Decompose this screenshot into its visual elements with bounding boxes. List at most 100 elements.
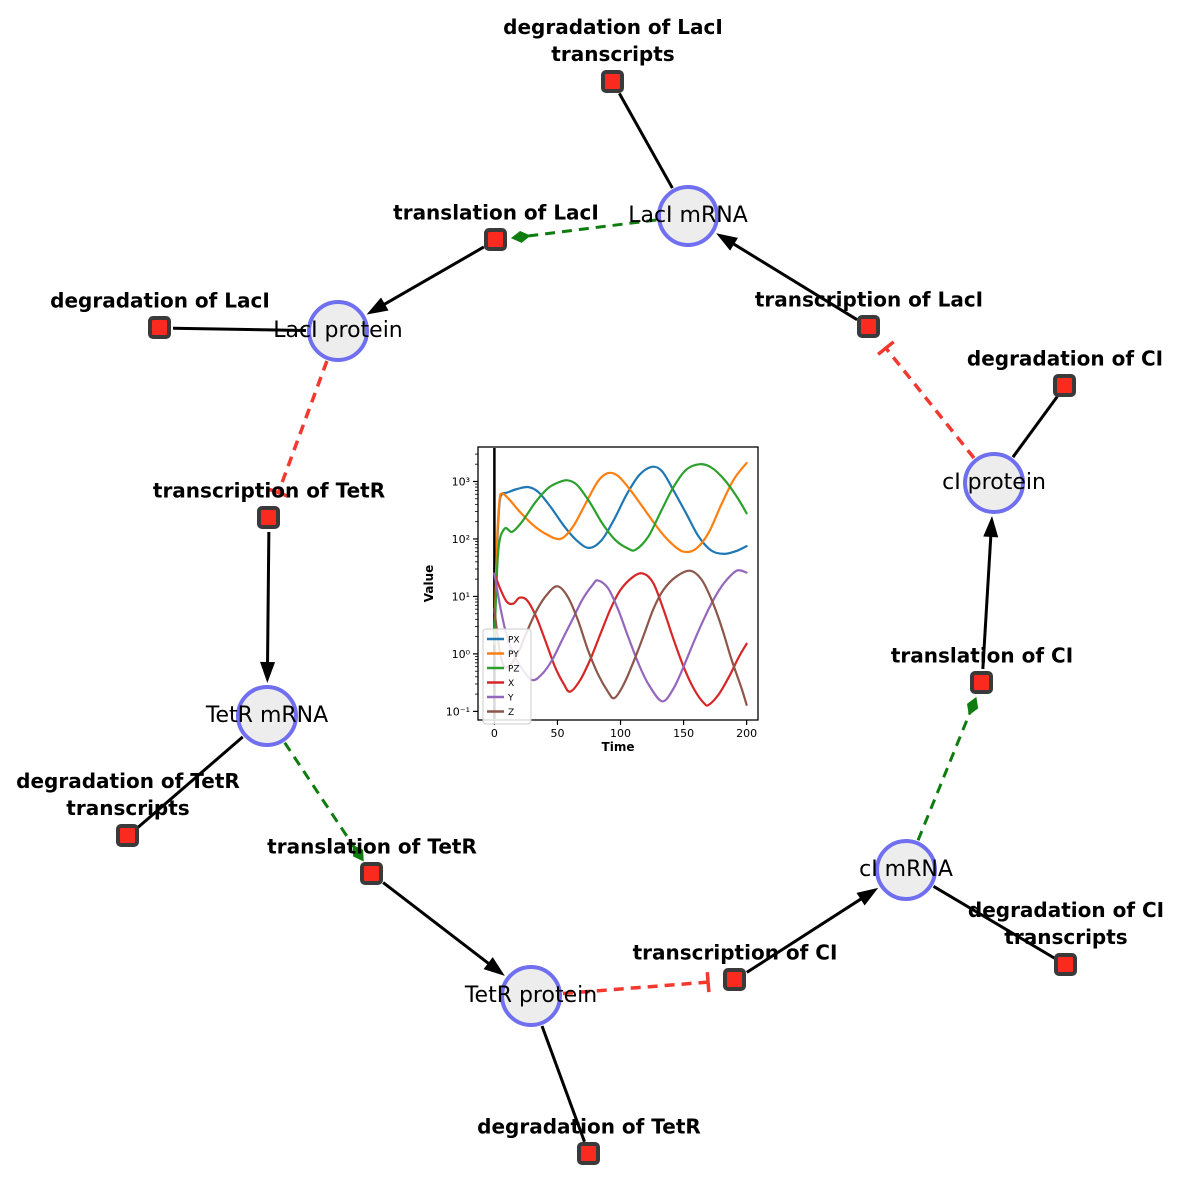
edge-tetr-protein-to-transcription-of-ci-tbar-icon [705, 972, 711, 993]
species-node-laci-protein [307, 300, 369, 362]
reaction-node-degradation-of-tetr [577, 1142, 600, 1165]
x-tick-label: 150 [673, 727, 694, 740]
reaction-label-line: degradation of LacI [50, 288, 270, 313]
reaction-label-line: translation of LacI [393, 200, 599, 225]
reaction-label-transcription-of-tetr: transcription of TetR [153, 478, 385, 505]
edge-laci-mrna-to-translation-of-laci [528, 218, 657, 238]
edge-transcription-of-tetr-to-tetr-mrna-arrowhead-icon [260, 661, 276, 684]
reaction-label-degradation-of-laci: degradation of LacI [50, 288, 270, 315]
reaction-label-line: transcripts [66, 796, 190, 820]
edge-ci-protein-to-degradation-of-ci [1011, 395, 1059, 459]
edge-laci-mrna-to-degradation-of-laci-transcripts [618, 92, 674, 189]
chart-series-X [493, 572, 748, 707]
edge-transcription-of-tetr-to-tetr-mrna [265, 531, 271, 670]
reaction-label-degradation-of-tetr-transcripts: degradation of TetR transcripts [16, 768, 240, 822]
legend-label-X: X [508, 679, 514, 689]
species-label-laci-protein: LacI protein [273, 318, 403, 343]
y-tick-label: 10⁻¹ [446, 705, 470, 718]
reaction-label-line: degradation of CI [966, 346, 1164, 371]
edge-ci-protein-to-transcription-of-laci [884, 346, 976, 460]
edge-transcription-of-laci-to-laci-mrna [727, 239, 858, 321]
edge-laci-protein-to-transcription-of-tetr-tbar-icon [268, 487, 289, 498]
reaction-label-line: transcription of LacI [754, 287, 984, 312]
reaction-label-line: transcripts [1004, 925, 1128, 949]
reaction-label-degradation-of-ci-transcripts: degradation of CI transcripts [968, 897, 1164, 951]
reaction-node-degradation-of-laci-transcripts [601, 70, 624, 93]
edge-ci-mrna-to-degradation-of-ci-transcripts [932, 885, 1056, 960]
edge-translation-of-tetr-to-tetr-protein [382, 881, 495, 969]
species-label-tetr-protein: TetR protein [464, 983, 598, 1008]
y-tick-label: 10² [452, 533, 470, 546]
reaction-node-transcription-of-ci [723, 968, 746, 991]
reaction-label-line: translation of CI [890, 643, 1074, 668]
chart-series-PZ [493, 463, 748, 645]
edge-transcription-of-laci-to-laci-mrna-arrowhead-icon [716, 233, 738, 251]
reaction-label-degradation-of-ci: degradation of CI [967, 346, 1163, 373]
reaction-label-line: degradation of TetR [16, 769, 240, 793]
y-tick-label: 10¹ [452, 590, 470, 603]
chart-legend-box [482, 628, 532, 725]
reaction-node-degradation-of-ci [1053, 374, 1076, 397]
chart-series-PY [493, 461, 748, 645]
edge-tetr-mrna-to-degradation-of-tetr-transcripts [136, 735, 244, 829]
edge-translation-of-ci-to-ci-protein [981, 529, 993, 670]
reaction-node-translation-of-ci [970, 671, 993, 694]
legend-label-PZ: PZ [508, 665, 520, 675]
reaction-label-line: transcription of TetR [152, 478, 386, 503]
edge-translation-of-laci-to-laci-protein [377, 245, 485, 309]
legend-label-PX: PX [508, 636, 520, 646]
species-label-laci-mrna: LacI mRNA [628, 203, 748, 228]
edge-translation-of-ci-to-ci-protein-arrowhead-icon [983, 515, 999, 538]
reaction-label-translation-of-laci: translation of LacI [393, 200, 599, 227]
reaction-label-line: transcripts [551, 42, 675, 66]
reaction-label-line: degradation of TetR [477, 1114, 701, 1139]
reaction-label-translation-of-tetr: translation of TetR [267, 834, 477, 861]
legend-label-PY: PY [508, 650, 519, 660]
reaction-label-transcription-of-laci: transcription of LacI [755, 287, 983, 314]
reaction-node-degradation-of-ci-transcripts [1054, 953, 1077, 976]
legend-label-Z: Z [508, 708, 514, 718]
reaction-node-degradation-of-tetr-transcripts [116, 824, 139, 847]
species-label-ci-protein: cI protein [942, 470, 1046, 495]
x-tick-label: 50 [550, 727, 564, 740]
reaction-node-transcription-of-tetr [257, 506, 280, 529]
species-label-tetr-mrna: TetR mRNA [205, 703, 329, 728]
species-node-tetr-mrna [236, 685, 298, 747]
reaction-node-translation-of-laci [484, 228, 507, 251]
reaction-label-degradation-of-laci-transcripts: degradation of LacI transcripts [503, 14, 723, 68]
x-tick-label: 100 [610, 727, 631, 740]
edge-tetr-protein-to-degradation-of-tetr [540, 1025, 586, 1143]
species-node-laci-mrna [657, 185, 719, 247]
species-label-ci-mrna: cI mRNA [859, 857, 953, 882]
edge-transcription-of-ci-to-ci-mrna-arrowhead-icon [856, 887, 879, 906]
x-tick-label: 0 [491, 727, 498, 740]
reaction-node-degradation-of-laci [148, 316, 171, 339]
reaction-label-line: degradation of LacI [503, 15, 723, 39]
edge-tetr-protein-to-transcription-of-ci [562, 980, 709, 996]
y-axis-label: Value [422, 565, 436, 603]
y-tick-label: 10³ [452, 475, 470, 488]
edge-ci-protein-to-transcription-of-laci-tbar-icon [876, 340, 895, 356]
x-tick-label: 200 [736, 727, 757, 740]
reaction-label-transcription-of-ci: transcription of CI [633, 940, 838, 967]
species-node-tetr-protein [500, 965, 562, 1027]
y-tick-label: 10⁰ [452, 648, 471, 661]
reaction-label-degradation-of-tetr: degradation of TetR [477, 1114, 701, 1141]
reaction-label-line: transcription of CI [632, 940, 838, 965]
chart-series-PX [493, 465, 748, 645]
edge-laci-protein-to-degradation-of-laci [172, 326, 307, 332]
edge-tetr-mrna-to-translation-of-tetr-diamond-icon [352, 844, 364, 862]
reaction-label-line: translation of TetR [267, 834, 477, 859]
edge-transcription-of-ci-to-ci-mrna [745, 894, 868, 974]
edge-laci-mrna-to-translation-of-laci-diamond-icon [510, 230, 531, 243]
time-series-chart: 10⁻¹ 10⁰ 10¹ 10² 10³ 0 50 100 150 200 Time Value PX P… [422, 446, 759, 754]
species-node-ci-protein [963, 452, 1025, 514]
reaction-label-line: degradation of CI [967, 898, 1165, 922]
edge-ci-mrna-to-translation-of-ci-diamond-icon [967, 696, 979, 716]
x-axis-label: Time [602, 740, 635, 754]
species-node-ci-mrna [875, 839, 937, 901]
edge-laci-protein-to-transcription-of-tetr [276, 360, 329, 494]
reaction-node-translation-of-tetr [360, 862, 383, 885]
